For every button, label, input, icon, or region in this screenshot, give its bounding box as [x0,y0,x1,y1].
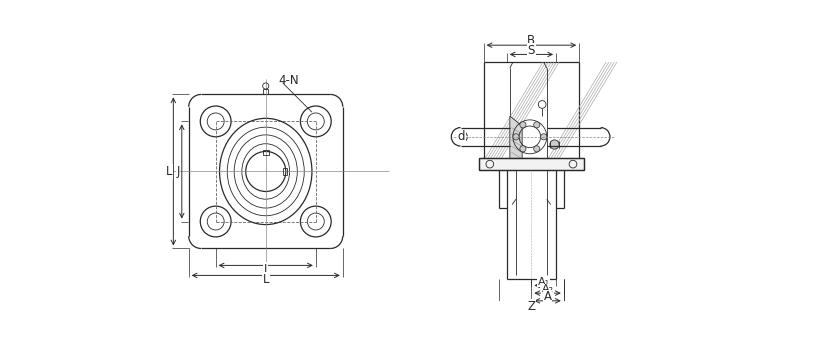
Text: L: L [166,165,172,178]
Circle shape [513,134,519,140]
Text: L: L [263,273,269,286]
Bar [282,168,287,174]
Text: S: S [528,44,535,57]
Circle shape [520,146,526,152]
Text: Z: Z [527,300,535,313]
Text: A: A [543,290,552,304]
Text: J: J [264,263,268,276]
Circle shape [550,140,559,149]
Circle shape [541,134,547,140]
Text: J: J [176,165,180,178]
Text: A₁: A₁ [538,276,550,287]
Bar [263,150,268,154]
Text: d: d [458,130,465,143]
Text: A₂: A₂ [542,284,553,294]
Circle shape [534,146,540,152]
Bar [479,159,583,170]
Circle shape [534,122,540,128]
Polygon shape [510,116,522,159]
Text: 4-N: 4-N [278,74,299,87]
Text: B: B [527,34,535,47]
Circle shape [520,122,526,128]
